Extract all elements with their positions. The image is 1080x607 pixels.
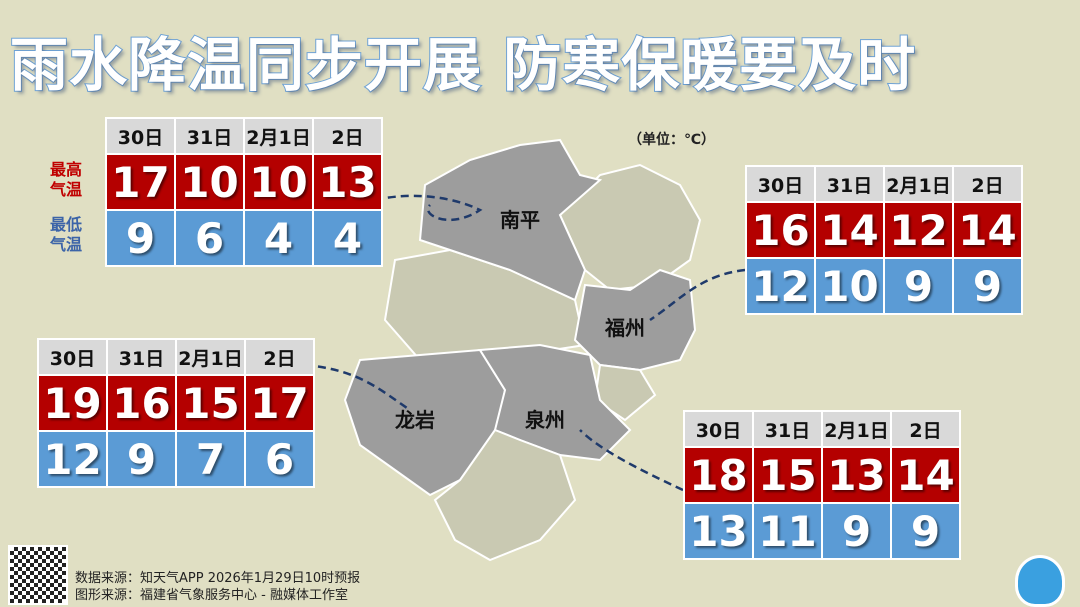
date-header: 2日	[314, 119, 381, 153]
low-temp-cell: 9	[823, 504, 890, 558]
date-header: 2日	[954, 167, 1021, 201]
high-temp-cell: 12	[885, 203, 952, 257]
date-header: 31日	[754, 412, 821, 446]
high-temp-cell: 16	[747, 203, 814, 257]
forecast-table: 30日 31日 2月1日 2日 17 10 10 13 9 6 4 4	[105, 117, 383, 267]
data-source: 数据来源：知天气APP 2026年1月29日10时预报	[75, 571, 361, 586]
date-header: 30日	[747, 167, 814, 201]
high-temp-label: 最高 气温	[50, 160, 83, 199]
date-header: 2月1日	[885, 167, 952, 201]
date-header: 31日	[816, 167, 883, 201]
forecast-table: 30日 31日 2月1日 2日 19 16 15 17 12 9 7 6	[37, 338, 315, 488]
low-temp-cell: 4	[314, 211, 381, 265]
high-temp-cell: 18	[685, 448, 752, 502]
low-temp-cell: 9	[885, 259, 952, 313]
forecast-table: 30日 31日 2月1日 2日 16 14 12 14 12 10 9 9	[745, 165, 1023, 315]
low-temp-cell: 9	[108, 432, 175, 486]
high-temp-cell: 16	[108, 376, 175, 430]
date-header: 2月1日	[245, 119, 312, 153]
date-header: 30日	[107, 119, 174, 153]
date-header: 2日	[892, 412, 959, 446]
low-temp-cell: 7	[177, 432, 244, 486]
date-header: 2月1日	[823, 412, 890, 446]
qr-code	[8, 545, 68, 605]
low-temp-cell: 9	[954, 259, 1021, 313]
city-label-fuzhou: 福州	[604, 316, 645, 340]
low-temp-cell: 4	[245, 211, 312, 265]
date-header: 31日	[176, 119, 243, 153]
date-header: 30日	[39, 340, 106, 374]
headline: 雨水降温同步开展 防寒保暖要及时	[9, 30, 917, 100]
high-temp-cell: 13	[314, 155, 381, 209]
low-temp-cell: 9	[892, 504, 959, 558]
date-header: 31日	[108, 340, 175, 374]
low-temp-cell: 12	[747, 259, 814, 313]
high-temp-cell: 13	[823, 448, 890, 502]
region-nanping	[418, 138, 603, 302]
high-temp-cell: 15	[177, 376, 244, 430]
date-header: 2日	[246, 340, 313, 374]
low-temp-cell: 12	[39, 432, 106, 486]
high-temp-cell: 19	[39, 376, 106, 430]
region-quanzhou	[478, 343, 632, 462]
low-temp-cell: 6	[246, 432, 313, 486]
high-temp-cell: 17	[246, 376, 313, 430]
region-fuzhou	[573, 268, 697, 372]
high-temp-cell: 14	[892, 448, 959, 502]
high-temp-cell: 17	[107, 155, 174, 209]
city-label-quanzhou: 泉州	[524, 408, 565, 432]
high-temp-cell: 10	[176, 155, 243, 209]
low-temp-cell: 6	[176, 211, 243, 265]
date-header: 2月1日	[177, 340, 244, 374]
region-ningde	[558, 163, 702, 292]
city-label-longyan: 龙岩	[395, 408, 435, 432]
low-temp-cell: 13	[685, 504, 752, 558]
high-temp-cell: 14	[816, 203, 883, 257]
high-temp-cell: 14	[954, 203, 1021, 257]
low-temp-cell: 9	[107, 211, 174, 265]
mascot-logo	[1015, 555, 1065, 607]
low-temp-cell: 11	[754, 504, 821, 558]
high-temp-cell: 10	[245, 155, 312, 209]
forecast-table: 30日 31日 2月1日 2日 18 15 13 14 13 11 9 9	[683, 410, 961, 560]
city-label-nanping: 南平	[500, 208, 540, 232]
high-temp-cell: 15	[754, 448, 821, 502]
unit-label: （单位：℃）	[628, 132, 715, 148]
low-temp-cell: 10	[816, 259, 883, 313]
low-temp-label: 最低 气温	[50, 215, 83, 254]
region-zhangzhou	[433, 428, 577, 562]
graphic-source: 图形来源：福建省气象服务中心 - 融媒体工作室	[75, 588, 348, 603]
date-header: 30日	[685, 412, 752, 446]
